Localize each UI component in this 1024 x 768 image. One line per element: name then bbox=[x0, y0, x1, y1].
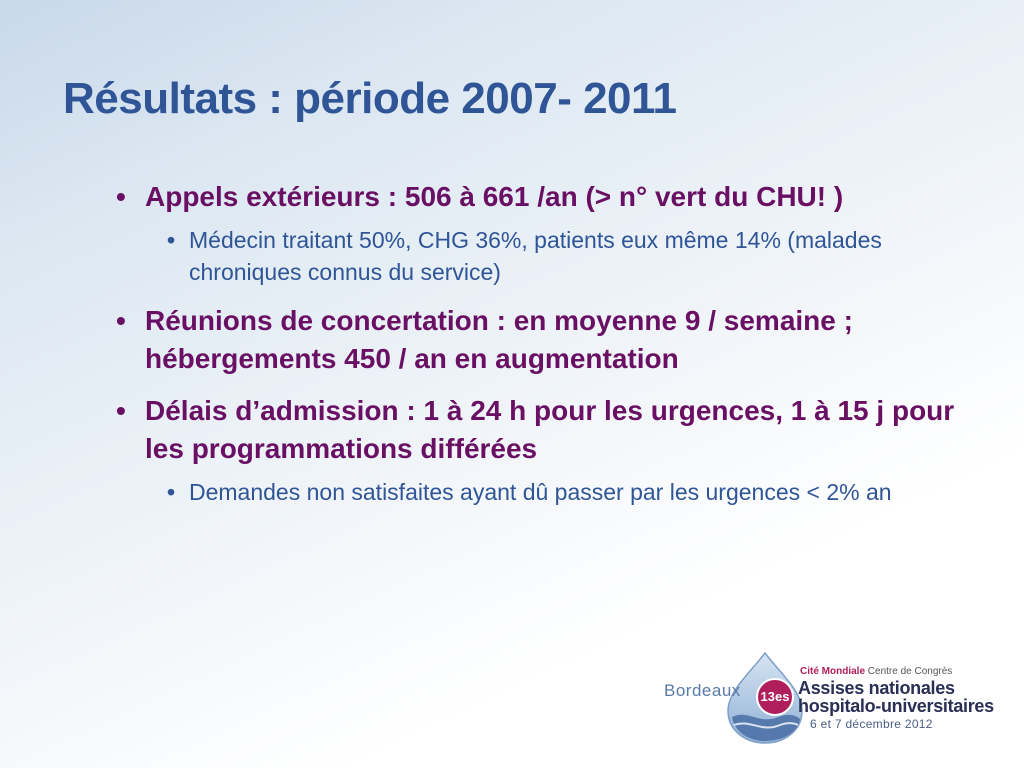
bullet-item: • Délais d’admission : 1 à 24 h pour les… bbox=[108, 392, 958, 508]
bullet-text: Délais d’admission : 1 à 24 h pour les u… bbox=[145, 395, 955, 464]
conference-logo: Bordeaux 13es Cité Mondiale Centre de Co… bbox=[660, 645, 1005, 755]
logo-line-2: hospitalo-universitaires bbox=[798, 696, 994, 716]
logo-venue: Cité Mondiale Centre de Congrès bbox=[800, 666, 952, 677]
logo-date: 6 et 7 décembre 2012 bbox=[810, 717, 933, 731]
sub-bullet-item: • Médecin traitant 50%, CHG 36%, patient… bbox=[167, 224, 958, 288]
sub-bullet-list: • Demandes non satisfaites ayant dû pass… bbox=[167, 476, 958, 508]
sub-bullet-item: • Demandes non satisfaites ayant dû pass… bbox=[167, 476, 958, 508]
bullet-icon: • bbox=[116, 395, 126, 426]
logo-line-1: Assises nationales bbox=[798, 678, 955, 698]
sub-bullet-list: • Médecin traitant 50%, CHG 36%, patient… bbox=[167, 224, 958, 288]
sub-bullet-text: Demandes non satisfaites ayant dû passer… bbox=[189, 479, 892, 505]
sub-bullet-icon: • bbox=[167, 479, 176, 505]
bullet-list: • Appels extérieurs : 506 à 661 /an (> n… bbox=[108, 178, 958, 522]
bullet-text: Réunions de concertation : en moyenne 9 … bbox=[145, 305, 853, 374]
bullet-icon: • bbox=[116, 305, 126, 336]
bullet-item: • Appels extérieurs : 506 à 661 /an (> n… bbox=[108, 178, 958, 288]
bullet-text: Appels extérieurs : 506 à 661 /an (> n° … bbox=[145, 181, 844, 212]
bullet-item: • Réunions de concertation : en moyenne … bbox=[108, 302, 958, 378]
sub-bullet-icon: • bbox=[167, 227, 176, 253]
sub-bullet-text: Médecin traitant 50%, CHG 36%, patients … bbox=[189, 227, 882, 285]
bullet-icon: • bbox=[116, 181, 126, 212]
slide-title: Résultats : période 2007- 2011 bbox=[63, 74, 677, 123]
logo-city: Bordeaux bbox=[664, 681, 741, 700]
logo-venue-bold: Cité Mondiale bbox=[800, 666, 866, 677]
logo-venue-rest: Centre de Congrès bbox=[867, 666, 953, 677]
logo-edition-badge: 13es bbox=[756, 678, 794, 716]
